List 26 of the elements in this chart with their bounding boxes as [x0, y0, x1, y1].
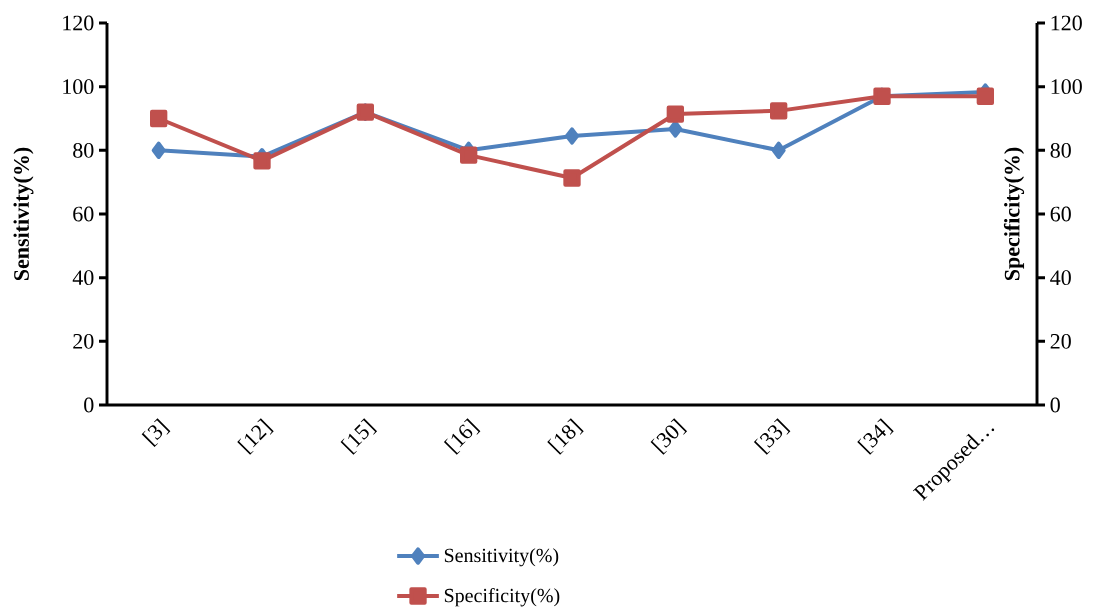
y2-tick-label: 40: [1050, 270, 1071, 286]
x-tick-label: [18]: [547, 418, 584, 455]
x-tick-label: [12]: [237, 418, 274, 455]
y-tick-label: 100: [63, 79, 94, 95]
x-tick-label: [16]: [443, 418, 481, 455]
y2-tick-label: 60: [1050, 206, 1071, 222]
x-tick-label: [3]: [141, 418, 171, 448]
y2-tick-label: 80: [1050, 142, 1071, 158]
y2-tick-label: 20: [1050, 333, 1071, 349]
y2-axis-title: Specificity(%): [1003, 147, 1025, 281]
x-tick-label: [34]: [857, 418, 894, 455]
y2-tick-label: 0: [1050, 397, 1060, 413]
legend-label: Specificity(%): [444, 588, 560, 607]
x-tick-label: [30]: [650, 418, 688, 455]
x-tick-label: [33]: [753, 418, 791, 455]
y2-tick-label: 120: [1051, 15, 1082, 31]
x-tick-label: [15]: [340, 418, 378, 455]
y-tick-label: 80: [73, 142, 94, 158]
y-tick-label: 40: [72, 270, 94, 286]
y-axis-title: Sensitivity(%): [13, 147, 34, 281]
y2-tick-label: 100: [1051, 79, 1082, 95]
y-tick-label: 0: [84, 397, 94, 413]
y-tick-label: 20: [73, 333, 94, 349]
legend-label: Sensitivity(%): [444, 548, 559, 567]
y-tick-label: 60: [73, 206, 94, 222]
y-tick-label: 120: [63, 15, 94, 31]
